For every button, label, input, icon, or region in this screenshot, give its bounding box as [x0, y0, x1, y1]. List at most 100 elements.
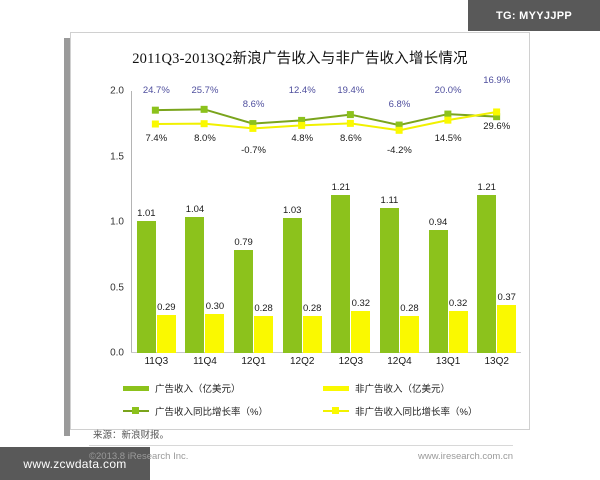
ad-growth-label: 16.9%	[483, 75, 511, 86]
y-axis-tick: 1.5	[110, 151, 124, 162]
footer-divider	[89, 445, 513, 446]
footer-copyright: ©2013.8 iResearch Inc.	[89, 451, 189, 462]
x-axis-label: 11Q4	[193, 356, 217, 367]
bar-group: 1.04 0.30	[181, 91, 230, 353]
watermark-badge-bottom-left: www.zcwdata.com	[0, 447, 150, 480]
bar-value-label: 0.32	[448, 298, 468, 310]
legend-label-ad-revenue: 广告收入（亿美元）	[155, 384, 241, 395]
bar-value-label: 0.28	[400, 303, 419, 315]
ad-growth-label: 8.6%	[242, 99, 265, 110]
ad-growth-label: 20.0%	[434, 85, 462, 96]
nonad-growth-label: 29.6%	[483, 121, 511, 132]
y-axis-tick: 2.0	[110, 85, 124, 97]
ad-growth-label: 24.7%	[142, 85, 170, 96]
y-axis-line	[131, 91, 132, 353]
chart-legend: 广告收入（亿美元） 非广告收入（亿美元） 广告收入同比增长率（%） 非广告收入同…	[123, 381, 523, 418]
nonad-growth-labels: 7.4% 8.0% -0.7% 4.8% 8.6% -4.2% 14.5% 29.6%	[132, 121, 521, 156]
legend-swatch-bar-green	[123, 385, 149, 391]
nonad-growth-label: 4.8%	[291, 133, 314, 144]
legend-item-ad-growth: 广告收入同比增长率（%）	[123, 404, 323, 418]
bar-ad-revenue[interactable]: 1.04	[185, 204, 205, 353]
nonad-growth-label: 8.0%	[194, 133, 216, 144]
bar-ad-revenue[interactable]: 1.03	[282, 205, 302, 353]
bar-ad-revenue[interactable]: 0.79	[234, 237, 254, 353]
bar-nonad-revenue[interactable]: 0.32	[351, 298, 371, 353]
bar-nonad-revenue[interactable]: 0.29	[156, 302, 176, 353]
watermark-top-right-text: TG: MYYJJPP	[495, 9, 573, 22]
watermark-badge-top-right: TG: MYYJJPP	[468, 0, 600, 31]
bar-value-label: 1.03	[282, 205, 302, 217]
bar-nonad-revenue[interactable]: 0.28	[399, 303, 419, 353]
bar-nonad-revenue[interactable]: 0.28	[302, 303, 322, 353]
x-axis-label: 12Q2	[289, 356, 315, 367]
ad-growth-label: 25.7%	[191, 85, 219, 96]
bar-group: 1.21 0.32	[327, 91, 376, 353]
watermark-bottom-left-text: www.zcwdata.com	[23, 456, 127, 471]
legend-item-nonad-growth: 非广告收入同比增长率（%）	[323, 404, 523, 418]
bar-value-label: 0.79	[234, 236, 253, 248]
plot-area: 0.0 0.5 1.0 1.5 2.0 1.01 0.29 1.04 0.30 0.79 0.28…	[110, 75, 521, 359]
bar-groups: 1.01 0.29 1.04 0.30 0.79 0.28 1.03 0.28 1.21 0.32…	[132, 91, 521, 353]
bar-value-label: 1.21	[331, 181, 351, 193]
footer-website: www.iresearch.com.cn	[417, 451, 513, 462]
bar-group: 0.79 0.28	[229, 91, 278, 353]
footer: ©2013.8 iResearch Inc. www.iresearch.com…	[89, 451, 513, 462]
bar-value-label: 1.01	[137, 207, 156, 219]
panel-shadow	[64, 38, 70, 436]
x-axis-label: 12Q1	[241, 356, 266, 367]
x-axis-label: 11Q3	[144, 356, 169, 367]
ad-growth-label: 6.8%	[388, 99, 411, 110]
bar-nonad-revenue[interactable]: 0.32	[448, 298, 468, 353]
bar-nonad-revenue[interactable]: 0.28	[254, 303, 274, 353]
bar-ad-revenue[interactable]: 1.21	[477, 182, 497, 353]
bar-group: 1.03 0.28	[278, 91, 327, 353]
x-axis-label: 12Q4	[387, 356, 412, 367]
bar-value-label: 0.30	[205, 300, 225, 312]
bar-ad-revenue[interactable]: 1.11	[379, 195, 399, 353]
bar-value-label: 0.32	[351, 298, 371, 310]
legend-swatch-line-green	[123, 407, 149, 415]
chart-title: 2011Q3-2013Q2新浪广告收入与非广告收入增长情况	[132, 51, 468, 67]
y-axis-tick: 0.0	[110, 347, 124, 359]
bar-group: 1.01 0.29	[132, 91, 181, 353]
nonad-growth-label: 7.4%	[145, 133, 168, 144]
bar-nonad-revenue[interactable]: 0.30	[205, 301, 225, 353]
bar-value-label: 1.21	[477, 181, 496, 193]
bar-value-label: 0.28	[254, 303, 273, 315]
ad-growth-label: 19.4%	[337, 85, 365, 96]
x-axis-label: 13Q2	[484, 356, 509, 367]
legend-label-nonad-growth: 非广告收入同比增长率（%）	[355, 407, 478, 418]
x-axis-line	[131, 352, 521, 353]
bar-ad-revenue[interactable]: 1.21	[331, 182, 351, 353]
ad-growth-labels: 24.7% 25.7% 8.6% 12.4% 19.4% 6.8% 20.0% 16.9%	[132, 75, 521, 110]
bar-value-label: 0.94	[428, 216, 448, 228]
bar-ad-revenue[interactable]: 1.01	[136, 208, 156, 353]
source-note: 来源：新浪财报。	[93, 430, 170, 441]
bar-group: 1.21 0.37	[472, 91, 521, 353]
nonad-growth-label: -4.2%	[387, 145, 412, 156]
bar-group: 0.94 0.32	[424, 91, 473, 353]
y-axis-tick: 1.0	[110, 216, 124, 228]
nonad-growth-label: -0.7%	[241, 145, 266, 156]
legend-swatch-bar-yellow	[323, 385, 349, 391]
bar-nonad-revenue[interactable]: 0.37	[497, 292, 517, 353]
x-axis-labels: 11Q3 11Q4 12Q1 12Q2 12Q3 12Q4 13Q1 13Q2	[132, 356, 521, 367]
bar-value-label: 0.29	[157, 302, 176, 314]
bar-value-label: 1.04	[185, 203, 205, 215]
bar-value-label: 1.11	[380, 194, 399, 206]
legend-label-nonad-revenue: 非广告收入（亿美元）	[355, 384, 451, 395]
chart-panel: 2011Q3-2013Q2新浪广告收入与非广告收入增长情况 0.0 0.5 1.0 1…	[70, 32, 530, 462]
legend-item-ad-revenue: 广告收入（亿美元）	[123, 381, 323, 395]
bar-value-label: 0.37	[497, 291, 516, 303]
ad-growth-label: 12.4%	[288, 85, 316, 96]
legend-swatch-line-yellow	[323, 407, 349, 415]
nonad-growth-label: 14.5%	[434, 133, 462, 144]
bar-ad-revenue[interactable]: 0.94	[428, 217, 448, 353]
legend-item-nonad-revenue: 非广告收入（亿美元）	[323, 381, 523, 395]
bar-value-label: 0.28	[302, 303, 322, 315]
bar-group: 1.11 0.28	[375, 91, 424, 353]
legend-label-ad-growth: 广告收入同比增长率（%）	[155, 407, 268, 418]
nonad-growth-label: 8.6%	[339, 133, 362, 144]
y-axis-tick: 0.5	[110, 282, 124, 293]
x-axis-label: 13Q1	[435, 356, 461, 367]
